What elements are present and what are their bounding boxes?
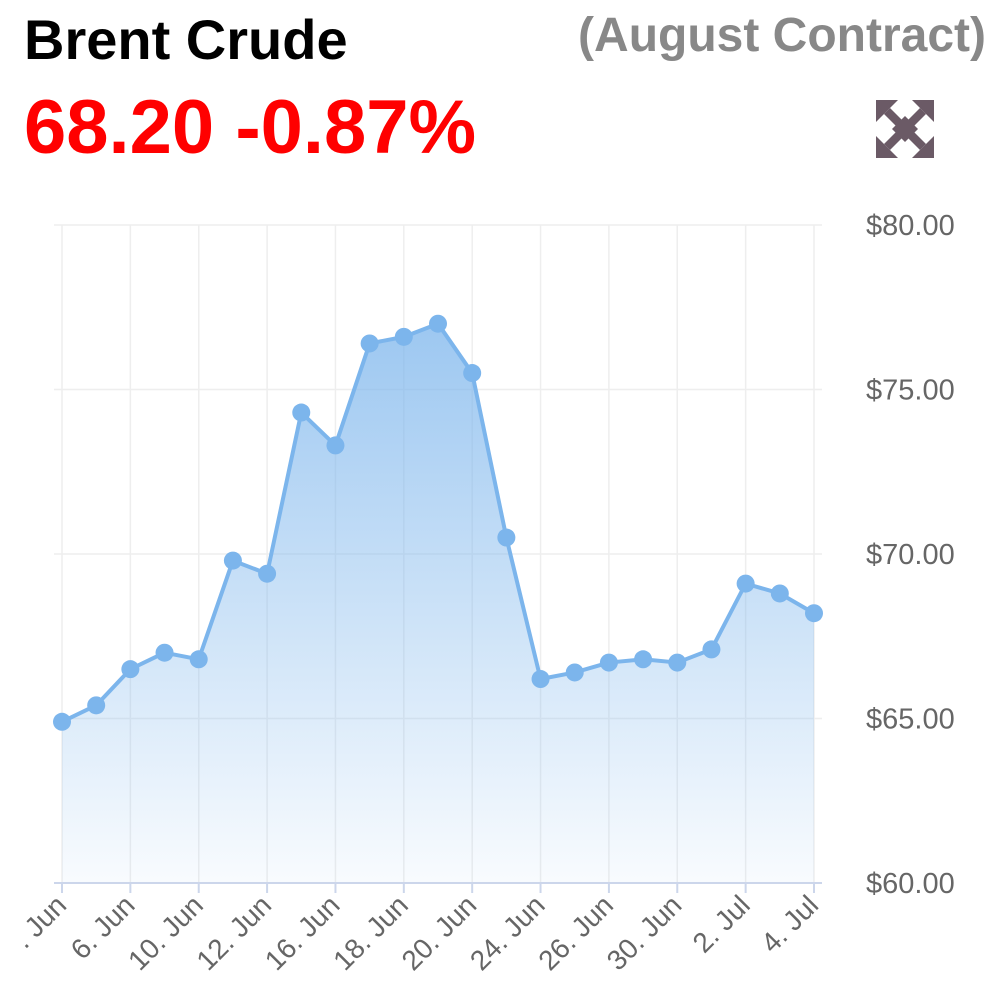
data-point	[463, 364, 482, 383]
x-tick-label: 30. Jun	[601, 889, 688, 976]
data-point	[497, 528, 516, 547]
price-value: 68.20	[24, 85, 215, 170]
contract-label: (August Contract)	[578, 9, 986, 62]
x-tick-label: 10. Jun	[122, 889, 209, 976]
x-tick-label: 2. Jul	[687, 889, 756, 958]
data-point	[805, 604, 823, 623]
data-point	[736, 574, 755, 593]
data-point	[292, 403, 311, 422]
data-point	[770, 584, 789, 603]
data-point	[531, 670, 550, 689]
data-point	[155, 643, 174, 662]
data-points	[53, 314, 823, 731]
x-tick-label: 4. Jul	[755, 889, 824, 958]
x-tick-label: 24. Jun	[464, 889, 551, 976]
price-display: 68.20 -0.87%	[24, 90, 476, 166]
data-point	[189, 650, 208, 669]
data-point	[702, 640, 721, 659]
data-point	[599, 653, 618, 672]
data-point	[394, 327, 413, 346]
x-tick-label: . Jun	[7, 889, 72, 954]
data-point	[668, 653, 687, 672]
data-point	[429, 314, 447, 333]
price-change: -0.87%	[235, 85, 477, 170]
x-tick-label: 20. Jun	[396, 889, 483, 976]
data-point	[326, 436, 345, 455]
data-point	[258, 564, 277, 583]
y-tick-label: $80.00	[866, 210, 955, 242]
data-point	[223, 551, 242, 570]
x-tick-label: 26. Jun	[532, 889, 619, 976]
y-tick-label: $75.00	[866, 375, 955, 407]
y-tick-label: $70.00	[866, 539, 955, 571]
chart-title: Brent Crude	[24, 8, 348, 71]
y-tick-label: $65.00	[866, 704, 955, 736]
data-point	[634, 650, 653, 669]
x-tick-label: 18. Jun	[327, 889, 414, 976]
y-axis-labels: $60.00 $65.00 $70.00 $75.00 $80.00	[866, 210, 955, 900]
data-point	[360, 334, 379, 353]
price-area	[62, 323, 814, 883]
fullscreen-arrows-icon[interactable]	[872, 96, 938, 162]
data-point	[87, 696, 106, 715]
x-tick-label: 12. Jun	[190, 889, 277, 976]
data-point	[565, 663, 584, 682]
data-point	[121, 660, 140, 679]
x-tick-label: 16. Jun	[259, 889, 346, 976]
x-axis-ticks	[61, 883, 815, 893]
data-point	[53, 712, 71, 731]
y-tick-label: $60.00	[866, 868, 955, 900]
